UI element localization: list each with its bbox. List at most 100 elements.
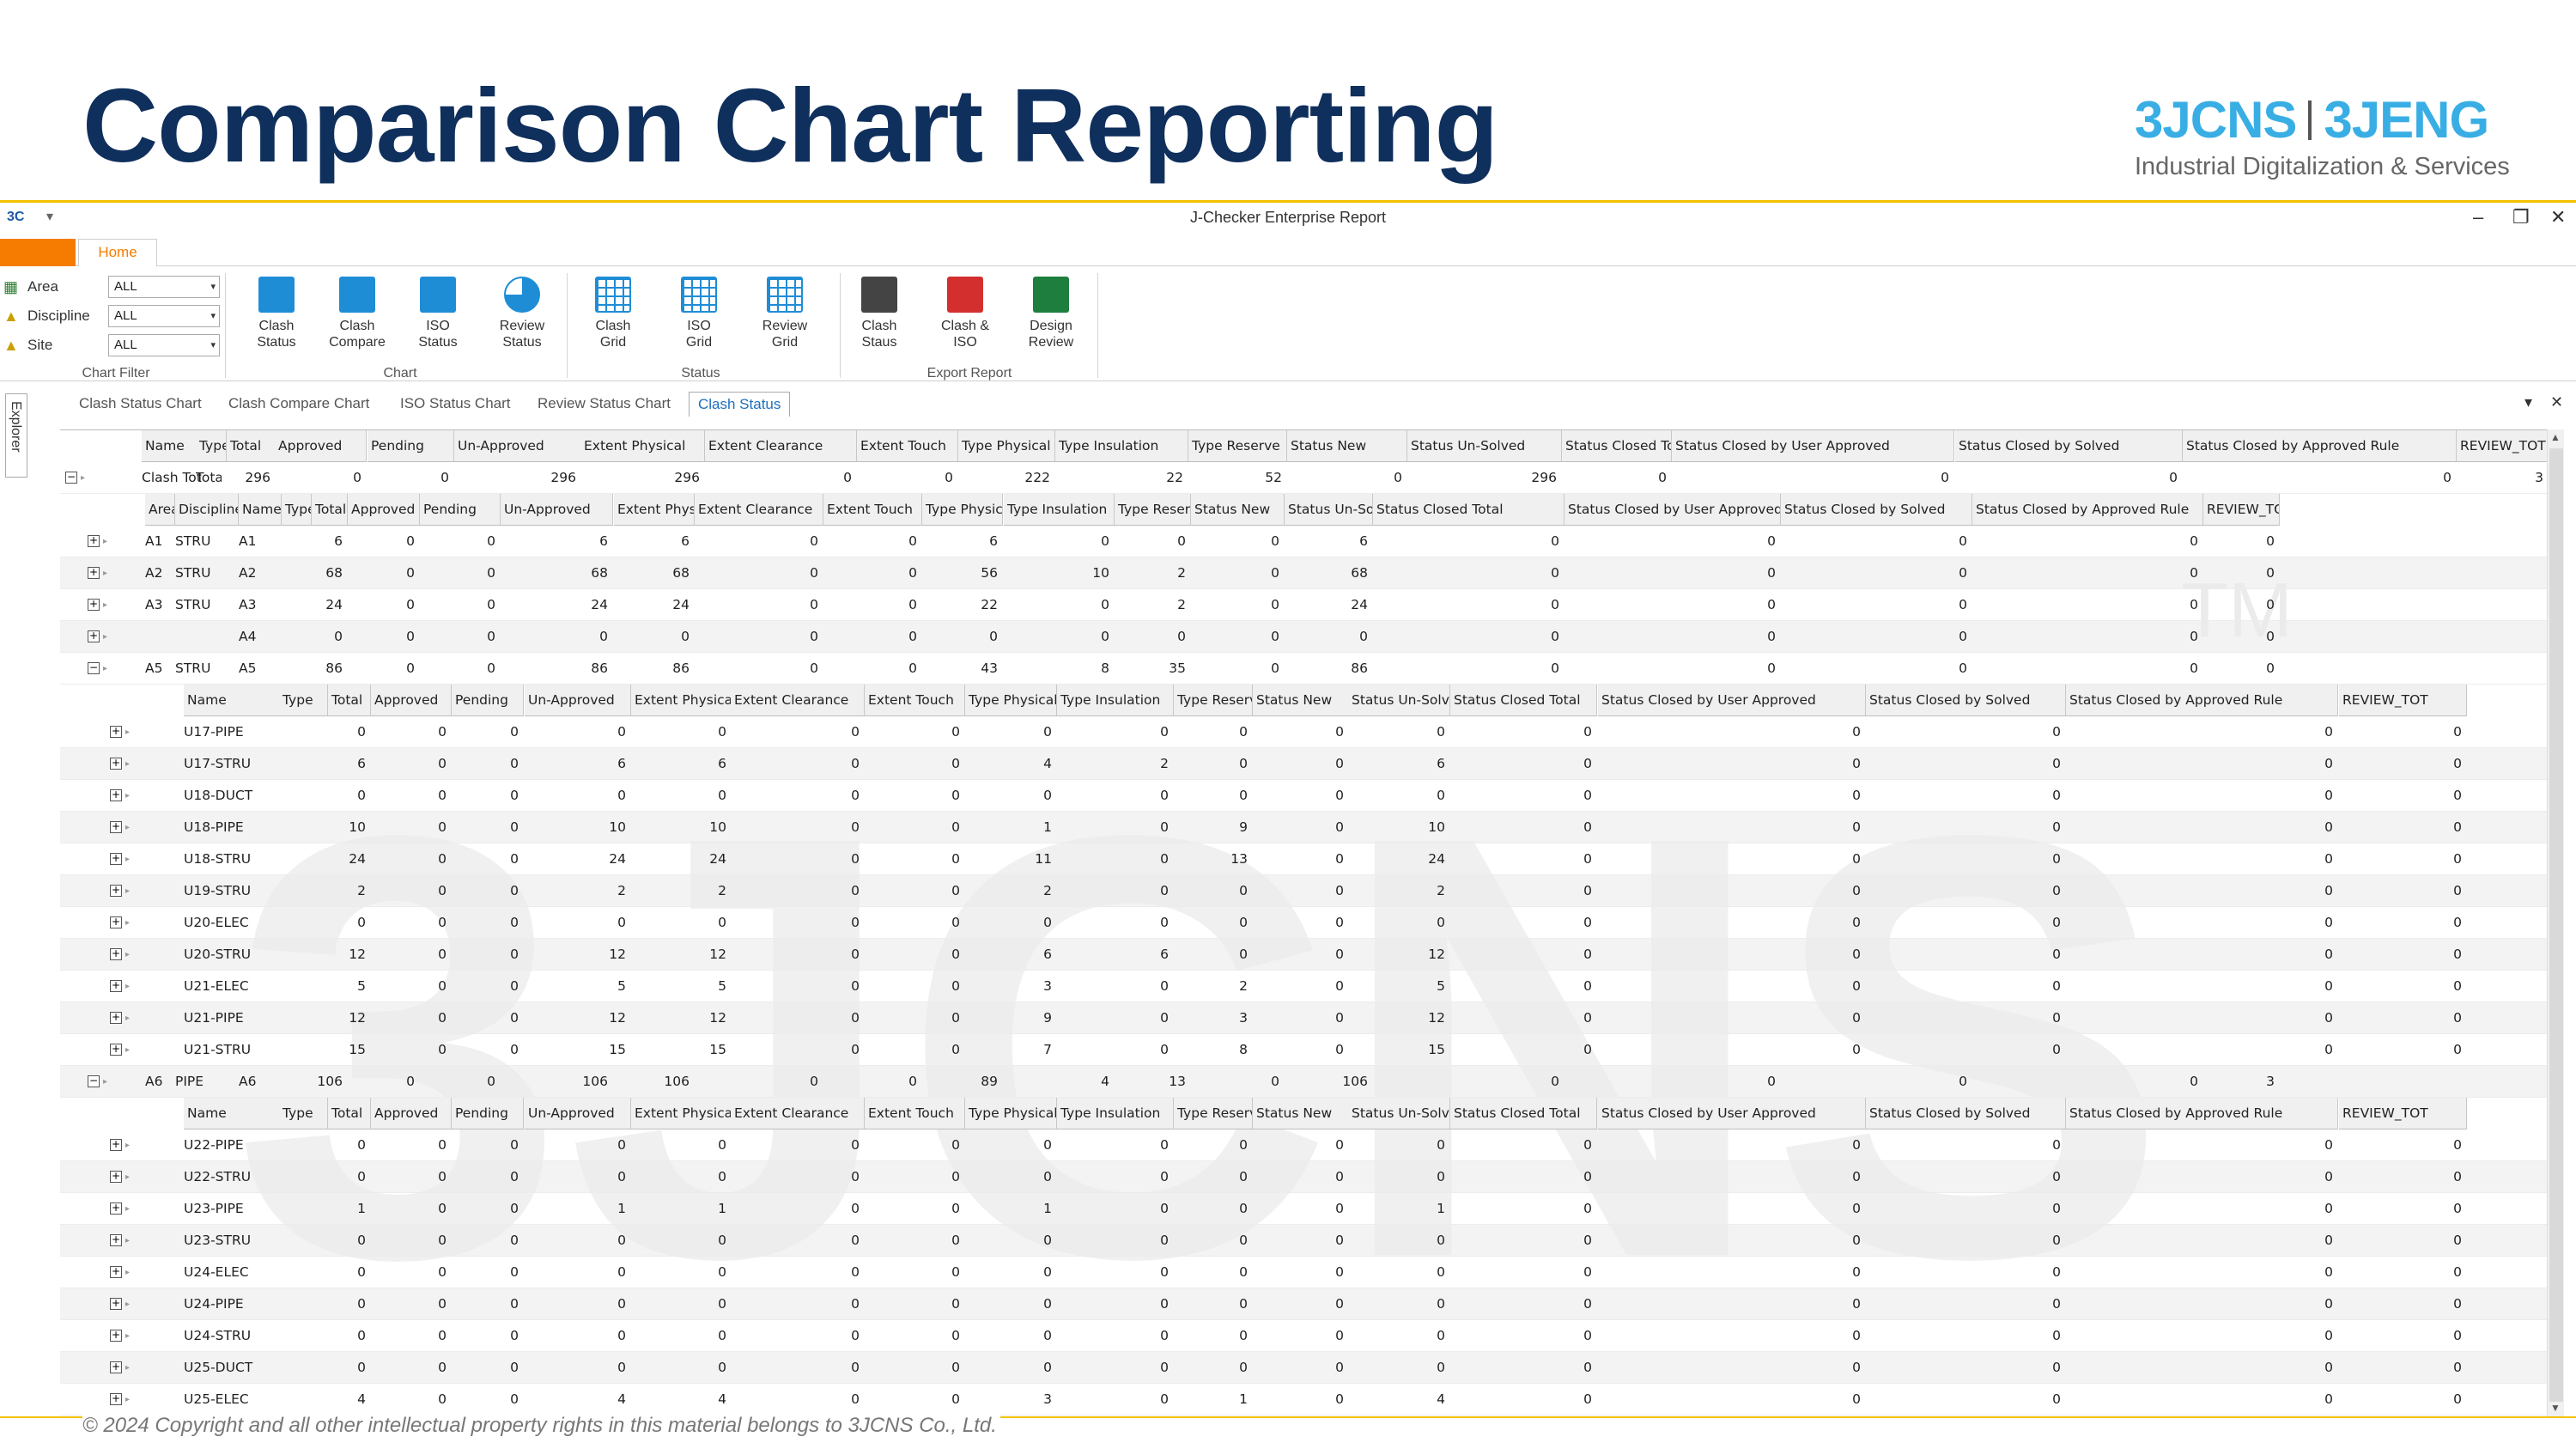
- clash-staus-export-button[interactable]: Clash Staus: [843, 277, 915, 350]
- unit-row[interactable]: + ▸ U22-STRU 0 0 0 0 0 0 0 0 0 0 0 0 0 0 0 0 0: [60, 1161, 2547, 1193]
- minimize-icon[interactable]: –: [2473, 206, 2484, 228]
- expand-icon[interactable]: +: [110, 1233, 122, 1246]
- tab-clash-status[interactable]: Clash Status: [689, 392, 791, 417]
- tab-home[interactable]: Home: [78, 239, 157, 267]
- expand-icon[interactable]: +: [88, 566, 100, 579]
- discipline-dropdown[interactable]: ALL ▾: [108, 305, 220, 327]
- unit-row[interactable]: + ▸ U17-STRU 6 0 0 6 6 0 0 4 2 0 0 6 0 0 0 0 0: [60, 748, 2547, 780]
- clash-compare-chart-button[interactable]: Clash Compare: [321, 277, 393, 350]
- unit-row[interactable]: + ▸ U18-STRU 24 0 0 24 24 0 0 11 0 13 0 24 0 0 0 0 0: [60, 843, 2547, 875]
- grid-cell: 0: [2052, 819, 2061, 835]
- grid-icon: [595, 277, 631, 313]
- unit-row[interactable]: + ▸ U24-STRU 0 0 0 0 0 0 0 0 0 0 0 0 0 0 0 0 0: [60, 1320, 2547, 1352]
- expand-icon[interactable]: +: [110, 1138, 122, 1151]
- unit-row[interactable]: + ▸ U21-STRU 15 0 0 15 15 0 0 7 0 8 0 15 0 0 0 0 0: [60, 1034, 2547, 1066]
- tab-clash-status-chart[interactable]: Clash Status Chart: [79, 395, 202, 411]
- unit-row[interactable]: + ▸ U20-ELEC 0 0 0 0 0 0 0 0 0 0 0 0 0 0 0 0 0: [60, 907, 2547, 939]
- unit-row[interactable]: + ▸ U22-PIPE 0 0 0 0 0 0 0 0 0 0 0 0 0 0 0 0 0: [60, 1129, 2547, 1161]
- grid-cell: 2: [357, 883, 366, 898]
- app-icon[interactable]: 3C: [7, 210, 25, 224]
- unit-row[interactable]: + ▸ U25-ELEC 4 0 0 4 4 0 0 3 0 1 0 4 0 0 0 0 0: [60, 1384, 2547, 1416]
- expand-icon[interactable]: +: [110, 1170, 122, 1183]
- clash-iso-export-button[interactable]: Clash & ISO: [929, 277, 1001, 350]
- area-row[interactable]: + ▸ A1 STRU A1 6 0 0 6 6 0 0 6 0 0 0 6 0 0 0 0 0: [60, 526, 2547, 557]
- unit-row[interactable]: + ▸ U18-DUCT 0 0 0 0 0 0 0 0 0 0 0 0 0 0 0 0 0: [60, 780, 2547, 812]
- close-document-icon[interactable]: ✕: [2550, 393, 2564, 411]
- unit-row[interactable]: + ▸ U18-PIPE 10 0 0 10 10 0 0 1 0 9 0 10 0 0 0 0 0: [60, 812, 2547, 843]
- grid-cell: 0: [1335, 915, 1344, 930]
- scroll-down-icon[interactable]: ▼: [2550, 1402, 2561, 1414]
- expand-icon[interactable]: +: [110, 1202, 122, 1215]
- expand-icon[interactable]: +: [110, 884, 122, 897]
- expand-icon[interactable]: +: [110, 725, 122, 738]
- file-tab[interactable]: [0, 239, 76, 266]
- clash-status-chart-button[interactable]: Clash Status: [240, 277, 313, 350]
- area-row[interactable]: + ▸ A4 0 0 0 0 0 0 0 0 0 0 0 0 0 0 0 0 0: [60, 621, 2547, 653]
- area-dropdown[interactable]: ALL ▾: [108, 276, 220, 298]
- expand-icon[interactable]: +: [110, 820, 122, 833]
- tab-list-icon[interactable]: ▾: [2524, 393, 2533, 411]
- expand-icon[interactable]: +: [110, 1329, 122, 1342]
- vertical-scrollbar[interactable]: ▲ ▼: [2547, 429, 2564, 1416]
- iso-status-chart-button[interactable]: ISO Status: [402, 277, 474, 350]
- grid-cell: A1: [145, 533, 163, 549]
- design-review-export-button[interactable]: Design Review: [1015, 277, 1087, 350]
- unit-row[interactable]: + ▸ U19-STRU 2 0 0 2 2 0 0 2 0 0 0 2 0 0 0 0 0: [60, 875, 2547, 907]
- expand-icon[interactable]: +: [110, 1392, 122, 1405]
- review-status-chart-button[interactable]: Review Status: [486, 277, 558, 350]
- unit-row[interactable]: + ▸ U25-DUCT 0 0 0 0 0 0 0 0 0 0 0 0 0 0 0 0 0: [60, 1352, 2547, 1384]
- review-grid-button[interactable]: Review Grid: [749, 277, 821, 350]
- grid-cell: 0: [1852, 1233, 1861, 1248]
- collapse-icon[interactable]: −: [65, 471, 77, 484]
- unit-row[interactable]: + ▸ U21-ELEC 5 0 0 5 5 0 0 3 0 2 0 5 0 0 0 0 0: [60, 971, 2547, 1002]
- expand-icon[interactable]: +: [110, 1265, 122, 1278]
- quick-access-menu-icon[interactable]: ▾: [46, 210, 54, 224]
- tab-iso-status-chart[interactable]: ISO Status Chart: [400, 395, 511, 411]
- expand-icon[interactable]: +: [110, 1011, 122, 1024]
- grid-cell: 0: [851, 1233, 860, 1248]
- tab-review-status-chart[interactable]: Review Status Chart: [538, 395, 671, 411]
- grid-cell: 0: [1437, 1169, 1445, 1184]
- explorer-tab[interactable]: Explorer: [5, 393, 27, 478]
- expand-icon[interactable]: +: [110, 1297, 122, 1310]
- expand-icon[interactable]: +: [88, 534, 100, 547]
- expand-icon[interactable]: +: [88, 630, 100, 642]
- clash-grid-button[interactable]: Clash Grid: [577, 277, 649, 350]
- expand-icon[interactable]: +: [110, 979, 122, 992]
- grid-cell: 0: [1043, 1328, 1052, 1343]
- area-row[interactable]: + ▸ A3 STRU A3 24 0 0 24 24 0 0 22 0 2 0 24 0 0 0 0 0: [60, 589, 2547, 621]
- unit-row[interactable]: + ▸ U23-PIPE 1 0 0 1 1 0 0 1 0 0 0 1 0 0 0 0 0: [60, 1193, 2547, 1225]
- expand-icon[interactable]: +: [110, 916, 122, 928]
- site-icon: ▲: [3, 337, 19, 354]
- unit-row[interactable]: + ▸ U20-STRU 12 0 0 12 12 0 0 6 6 0 0 12 0 0 0 0 0: [60, 939, 2547, 971]
- restore-icon[interactable]: ❐: [2512, 206, 2530, 228]
- expand-icon[interactable]: +: [110, 852, 122, 865]
- site-dropdown[interactable]: ALL ▾: [108, 334, 220, 356]
- expand-icon[interactable]: +: [110, 1043, 122, 1056]
- expand-icon[interactable]: +: [110, 1361, 122, 1373]
- area-row[interactable]: + ▸ A2 STRU A2 68 0 0 68 68 0 0 56 10 2 0 68 0 0 0 0 0: [60, 557, 2547, 589]
- unit-row[interactable]: + ▸ U23-STRU 0 0 0 0 0 0 0 0 0 0 0 0 0 0 0 0 0: [60, 1225, 2547, 1257]
- expand-icon[interactable]: +: [88, 598, 100, 611]
- area-row[interactable]: − ▸ A6 PIPE A6 106 0 0 106 106 0 0 89 4 13 0 106 0 0 0 0 3: [60, 1066, 2547, 1098]
- unit-row[interactable]: + ▸ U17-PIPE 0 0 0 0 0 0 0 0 0 0 0 0 0 0 0 0 0: [60, 716, 2547, 748]
- collapse-icon[interactable]: −: [88, 1075, 100, 1087]
- unit-row[interactable]: + ▸ U21-PIPE 12 0 0 12 12 0 0 9 0 3 0 12 0 0 0 0 0: [60, 1002, 2547, 1034]
- grid-cell: 6: [617, 756, 626, 771]
- unit-row[interactable]: + ▸ U24-PIPE 0 0 0 0 0 0 0 0 0 0 0 0 0 0 0 0 0: [60, 1288, 2547, 1320]
- clash-total-row[interactable]: −▸Clash TotalTotal2960029629600222225202…: [60, 462, 2547, 494]
- expand-icon[interactable]: +: [110, 947, 122, 960]
- grid-cell: 0: [2453, 1169, 2462, 1184]
- tab-clash-compare-chart[interactable]: Clash Compare Chart: [228, 395, 370, 411]
- grid-cell: 0: [599, 629, 608, 644]
- grid-cell: 0: [1239, 724, 1248, 740]
- expand-icon[interactable]: +: [110, 788, 122, 801]
- expand-icon[interactable]: +: [110, 757, 122, 770]
- close-icon[interactable]: ✕: [2550, 206, 2567, 228]
- iso-grid-button[interactable]: ISO Grid: [663, 277, 735, 350]
- unit-row[interactable]: + ▸ U24-ELEC 0 0 0 0 0 0 0 0 0 0 0 0 0 0 0 0 0: [60, 1257, 2547, 1288]
- area-row[interactable]: − ▸ A5 STRU A5 86 0 0 86 86 0 0 43 8 35 0 86 0 0 0 0 0: [60, 653, 2547, 685]
- scroll-up-icon[interactable]: ▲: [2550, 431, 2561, 443]
- collapse-icon[interactable]: −: [88, 661, 100, 674]
- scrollbar-thumb[interactable]: [2549, 448, 2563, 1402]
